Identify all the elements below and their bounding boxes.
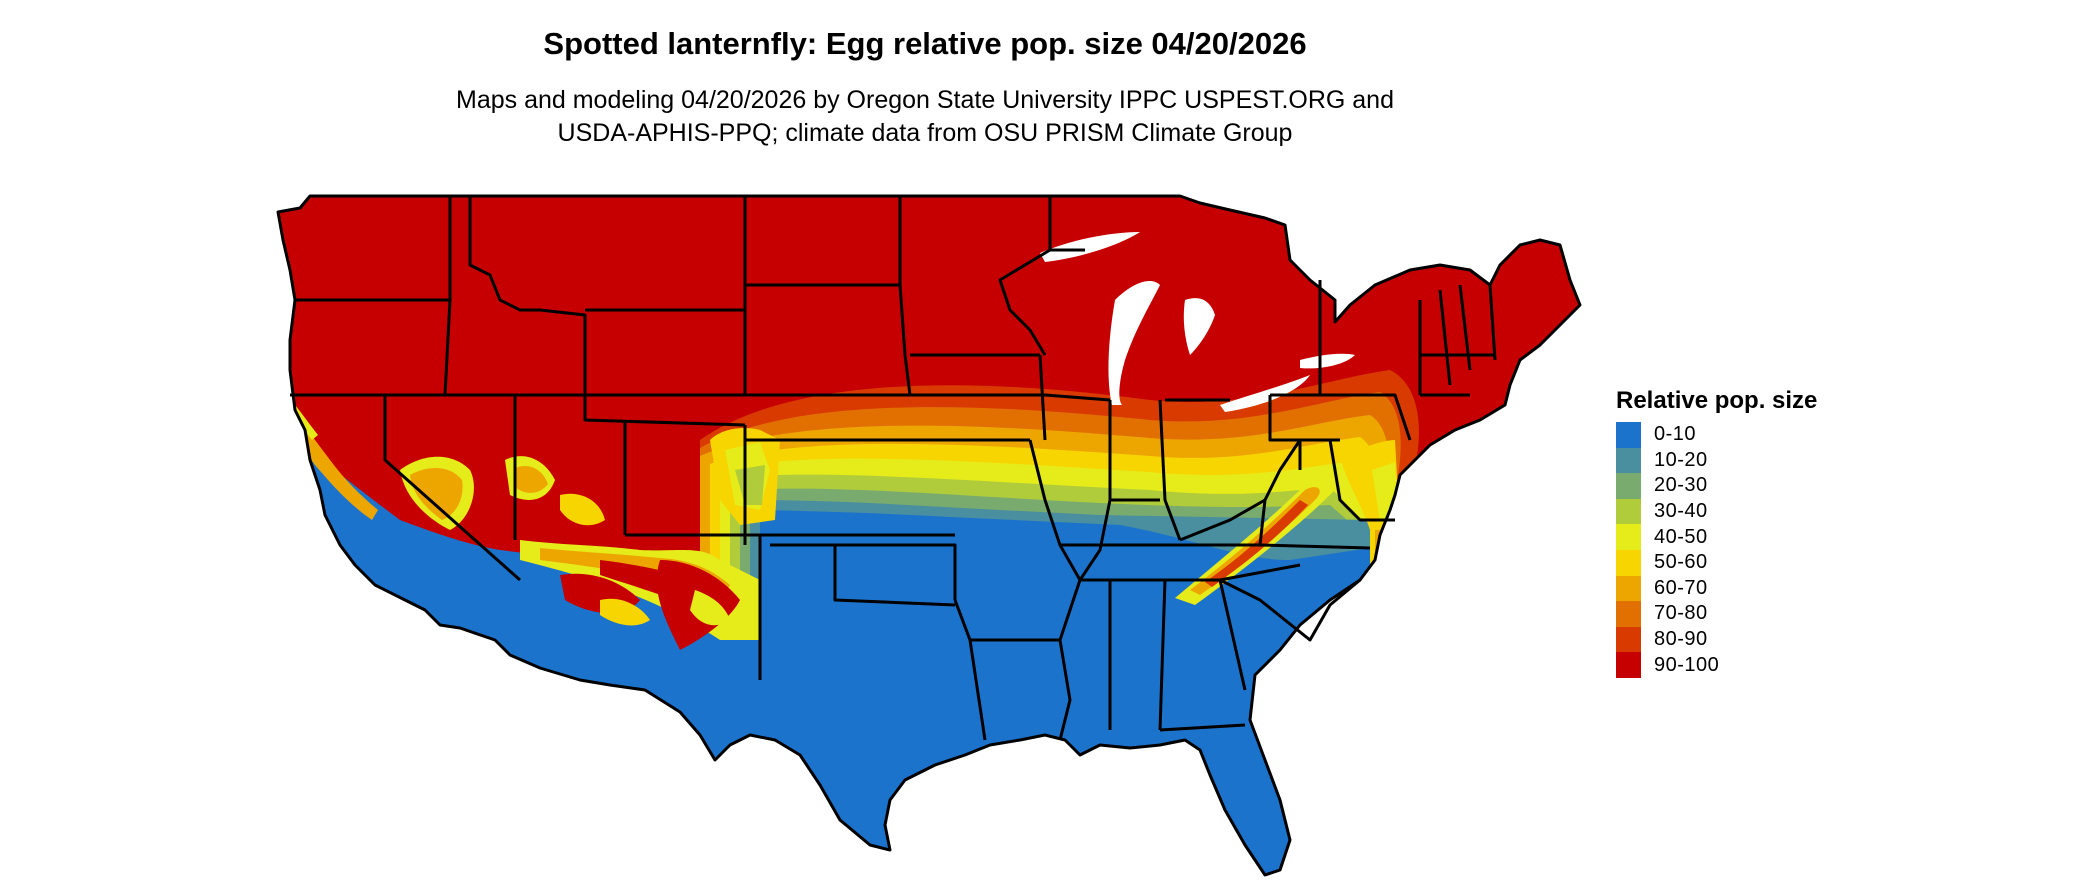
legend-item: 70-80 (1616, 601, 1817, 627)
legend-label: 10-20 (1654, 448, 1708, 471)
legend-label: 60-70 (1654, 576, 1708, 599)
legend-swatch (1616, 652, 1641, 678)
legend-item: 10-20 (1616, 447, 1817, 474)
great-lakes (1040, 232, 1355, 412)
legend-swatch (1616, 626, 1641, 653)
legend: Relative pop. size 0-10 10-20 20-30 30-40 40… (1616, 387, 1817, 678)
legend-item: 20-30 (1616, 473, 1817, 499)
legend-label: 20-30 (1654, 474, 1708, 497)
subtitle-line-1: Maps and modeling 04/20/2026 by Oregon S… (456, 86, 1394, 114)
legend-label: 90-100 (1654, 653, 1720, 676)
legend-swatch (1616, 601, 1641, 627)
state-borders (276, 194, 1582, 877)
legend-item: 50-60 (1616, 549, 1817, 576)
map-title: Spotted lanternfly: Egg relative pop. si… (543, 26, 1307, 61)
legend-swatch (1616, 524, 1641, 550)
legend-item: 80-90 (1616, 626, 1817, 653)
legend-title: Relative pop. size (1616, 387, 1818, 414)
legend-swatch (1616, 575, 1641, 602)
us-population-map (276, 194, 1582, 877)
legend-item: 90-100 (1616, 652, 1817, 678)
subtitle-line-2: USDA-APHIS-PPQ; climate data from OSU PR… (557, 119, 1293, 147)
legend-item: 60-70 (1616, 575, 1817, 602)
legend-label: 40-50 (1654, 525, 1708, 548)
legend-label: 80-90 (1654, 628, 1708, 651)
legend-item: 40-50 (1616, 524, 1817, 550)
legend-items: 0-10 10-20 20-30 30-40 40-50 50-60 60-70 70-80 8… (1616, 422, 1817, 678)
legend-label: 30-40 (1654, 500, 1708, 523)
legend-swatch (1616, 498, 1641, 525)
legend-item: 0-10 (1616, 422, 1817, 448)
legend-label: 50-60 (1654, 551, 1708, 574)
legend-item: 30-40 (1616, 498, 1817, 525)
legend-swatch (1616, 473, 1641, 499)
legend-label: 0-10 (1654, 423, 1697, 446)
legend-swatch (1616, 549, 1641, 576)
legend-swatch (1616, 447, 1641, 474)
map-subtitle: Maps and modeling 04/20/2026 by Oregon S… (0, 84, 1850, 150)
legend-swatch (1616, 422, 1641, 448)
legend-label: 70-80 (1654, 602, 1708, 625)
